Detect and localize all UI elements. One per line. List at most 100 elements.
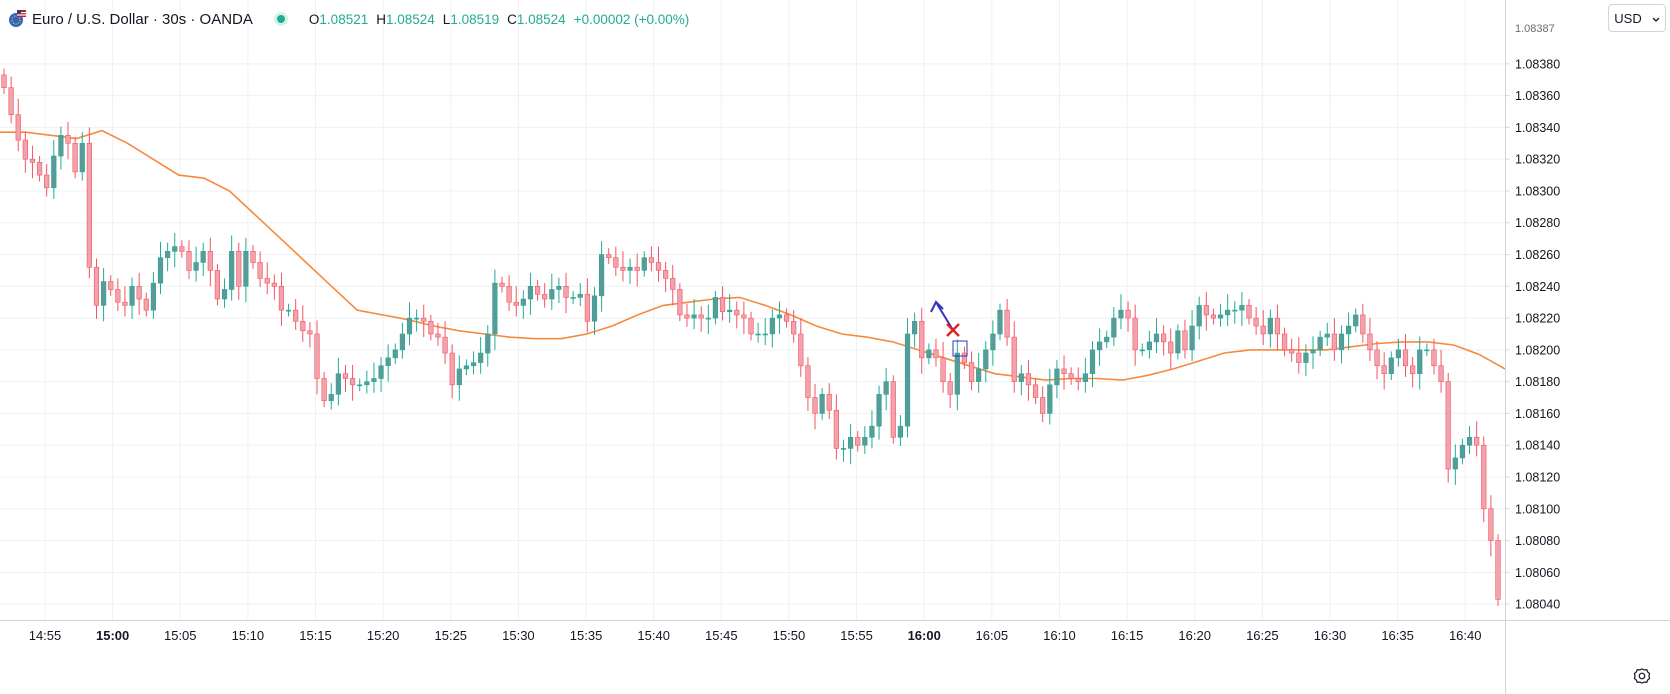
candle-body — [663, 270, 669, 279]
chevron-down-icon — [1652, 11, 1660, 26]
candle-body — [1289, 349, 1295, 354]
candle-body — [129, 286, 135, 306]
drawing-rectangle — [952, 340, 968, 357]
candle-body — [712, 297, 719, 319]
candle-body — [1360, 314, 1366, 335]
time-tick-label: 16:25 — [1246, 628, 1279, 643]
price-tick-label: 1.08160 — [1515, 407, 1560, 421]
candle-body — [328, 394, 334, 402]
candle-body — [1281, 333, 1288, 351]
candle-body — [243, 251, 249, 287]
candle-body — [1374, 349, 1380, 367]
candle-body — [620, 266, 626, 271]
candle-body — [8, 87, 14, 115]
candle-body — [840, 448, 847, 450]
candle-body — [364, 381, 370, 386]
time-tick-label: 16:30 — [1314, 628, 1347, 643]
candle-body — [463, 365, 470, 370]
candle-body — [172, 246, 178, 252]
price-tick-label: 1.08200 — [1515, 343, 1560, 357]
currency-selector[interactable]: USD — [1608, 4, 1666, 32]
candle-body — [300, 320, 306, 332]
candle-body — [705, 317, 711, 320]
candle-body — [1296, 352, 1302, 363]
candle-body — [741, 314, 747, 319]
candle-body — [1317, 336, 1323, 351]
candle-body — [719, 297, 726, 313]
candle-body — [1054, 368, 1060, 386]
candle-body — [1466, 436, 1473, 446]
candle-body — [236, 251, 242, 287]
price-tick-label: 1.08300 — [1515, 184, 1560, 198]
candle-body — [855, 436, 861, 446]
price-tick-label: 1.08260 — [1515, 248, 1560, 262]
candle-body — [1153, 333, 1160, 343]
candle-body — [1239, 305, 1245, 311]
candle-body — [769, 317, 775, 335]
candle-body — [527, 286, 534, 300]
candle-body — [1495, 540, 1501, 600]
candle-body — [976, 368, 982, 382]
candle-body — [677, 289, 683, 316]
candle-body — [727, 309, 733, 313]
time-tick-label: 16:40 — [1449, 628, 1482, 643]
time-tick-label: 15:10 — [232, 628, 265, 643]
candle-body — [926, 349, 932, 359]
drawing-arrow-head — [930, 300, 944, 313]
drawings-layer[interactable] — [930, 300, 968, 357]
candle-body — [86, 142, 92, 268]
candle-body — [101, 281, 107, 306]
moving-average-line — [0, 129, 1506, 381]
candle-body — [15, 114, 21, 141]
candle-body — [93, 266, 100, 306]
candle-body — [1097, 341, 1103, 351]
candle-body — [399, 333, 406, 351]
gear-icon[interactable] — [1630, 664, 1654, 688]
candle-body — [257, 262, 263, 279]
candle-body — [478, 352, 484, 363]
candle-body — [1125, 309, 1131, 319]
candle-body — [1424, 349, 1430, 352]
candle-body — [798, 333, 804, 367]
candle-body — [1395, 349, 1401, 359]
candle-body — [421, 317, 427, 322]
candle-body — [285, 309, 292, 312]
time-tick-label: 15:40 — [637, 628, 670, 643]
candle-body — [1146, 341, 1152, 351]
candle-body — [542, 293, 548, 300]
candle-body — [1203, 305, 1209, 316]
candle-body — [983, 349, 989, 370]
symbol-title[interactable]: Euro / U.S. Dollar · 30s · OANDA — [32, 10, 253, 28]
candle-body — [250, 251, 256, 263]
market-status-dot-icon[interactable] — [273, 11, 289, 27]
candle-body — [577, 293, 583, 298]
candle-body — [342, 373, 349, 379]
candle-body — [826, 394, 832, 411]
candle-body — [1410, 365, 1416, 374]
candle-body — [179, 246, 185, 252]
candle-body — [1310, 349, 1316, 354]
candle-body — [150, 282, 157, 311]
flag-icon[interactable] — [8, 10, 26, 28]
candle-body — [1381, 365, 1387, 374]
candle-body — [1, 74, 7, 88]
candle-body — [321, 378, 327, 402]
candle-body — [229, 251, 235, 290]
candle-body — [1104, 336, 1110, 343]
candle-body — [314, 333, 320, 379]
candle-body — [1452, 457, 1458, 470]
time-tick-label: 16:00 — [908, 628, 941, 643]
candle-body — [1225, 309, 1231, 316]
currency-label: USD — [1614, 10, 1642, 26]
candle-body — [890, 381, 896, 438]
candle-body — [72, 142, 78, 173]
price-tick-label: 1.08080 — [1515, 534, 1560, 548]
candle-body — [157, 257, 164, 284]
candle-body — [278, 286, 285, 311]
candle-body — [435, 333, 441, 338]
candle-body — [79, 142, 85, 173]
ohlc-values: O1.08521 H1.08524 L1.08519 C1.08524 +0.0… — [309, 12, 689, 27]
candle-body — [428, 320, 434, 335]
